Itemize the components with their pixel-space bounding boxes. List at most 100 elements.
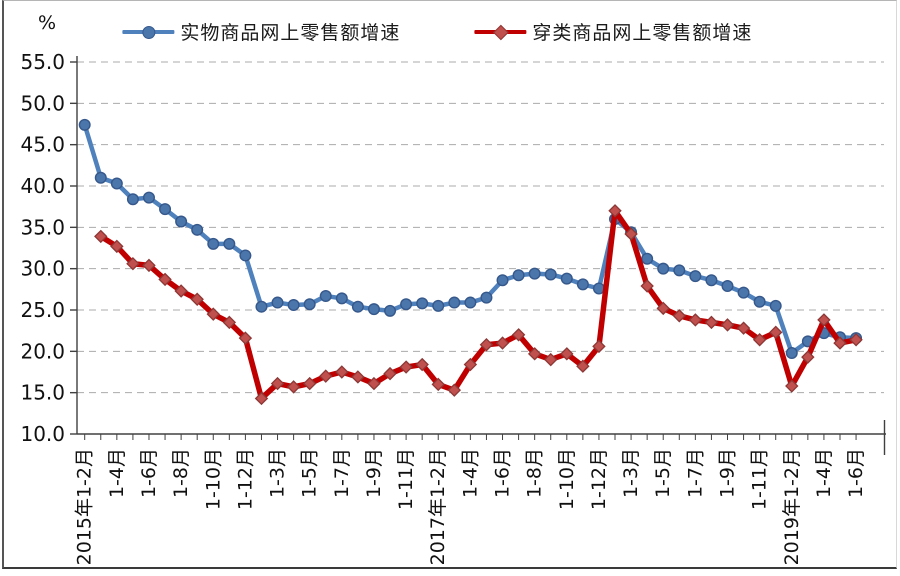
y-axis-tick-label: 50.0 — [20, 91, 65, 115]
data-point-marker — [367, 376, 381, 391]
data-point-marker — [319, 289, 332, 302]
y-axis-tick-label: 40.0 — [20, 174, 65, 198]
x-axis-tick-label: 2015年1-2月 — [74, 448, 96, 565]
x-axis-tick-label: 1-4月 — [813, 448, 835, 498]
data-point-marker — [190, 292, 204, 306]
data-point-marker — [159, 203, 172, 216]
y-axis-tick-label: 10.0 — [20, 422, 65, 446]
data-point-marker — [528, 267, 541, 280]
data-point-marker — [672, 309, 687, 323]
data-point-marker — [849, 333, 863, 347]
x-axis-tick-label: 1-6月 — [138, 448, 160, 498]
data-point-marker — [721, 280, 734, 293]
chart-legend: 实物商品网上零售额增速 穿类商品网上零售额增速 — [122, 18, 752, 45]
data-point-marker — [576, 278, 589, 291]
legend-line-sample — [474, 24, 527, 40]
x-axis-tick-label: 1-4月 — [459, 448, 481, 498]
data-point-marker — [416, 297, 429, 310]
data-point-marker — [656, 301, 670, 316]
data-point-marker — [110, 177, 123, 190]
x-axis-tick-label: 1-8月 — [524, 448, 546, 498]
y-axis-tick-label: 35.0 — [20, 215, 65, 239]
data-point-marker — [110, 239, 124, 254]
data-point-marker — [479, 338, 494, 352]
data-point-marker — [576, 359, 590, 373]
data-point-marker — [833, 336, 847, 350]
data-point-marker — [351, 300, 364, 313]
data-point-marker — [673, 264, 686, 277]
data-point-marker — [142, 191, 155, 204]
data-point-marker — [657, 262, 670, 275]
data-point-marker — [785, 346, 798, 359]
x-axis-tick-label: 2019年1-2月 — [781, 448, 803, 565]
x-axis-tick-label: 1-8月 — [170, 448, 192, 498]
data-point-marker — [383, 366, 397, 381]
data-point-marker — [704, 315, 719, 330]
data-point-marker — [688, 313, 703, 327]
legend-label: 实物商品网上零售额增速 — [180, 22, 401, 44]
data-point-marker — [640, 279, 654, 293]
data-point-marker — [496, 274, 509, 287]
data-point-marker — [705, 274, 718, 287]
x-axis-tick-label: 1-11月 — [749, 448, 771, 510]
data-point-marker — [511, 328, 526, 342]
legend-label: 穿类商品网上零售额增速 — [532, 22, 753, 44]
data-point-marker — [608, 204, 622, 218]
data-point-marker — [126, 256, 140, 271]
x-axis-tick-label: 1-6月 — [845, 448, 867, 498]
data-point-marker — [752, 333, 767, 347]
x-axis-tick-label: 1-3月 — [267, 448, 289, 498]
data-point-marker — [302, 376, 317, 391]
data-point-marker — [560, 272, 573, 285]
x-axis-tick-label: 1-7月 — [684, 448, 706, 498]
data-point-marker — [222, 315, 237, 330]
y-axis-tick-label: 30.0 — [20, 257, 65, 281]
data-point-marker — [255, 300, 268, 313]
data-point-marker — [512, 269, 525, 282]
data-point-marker — [254, 391, 269, 406]
x-axis-tick-label: 2017年1-2月 — [427, 448, 449, 565]
data-point-marker — [432, 299, 445, 312]
data-point-marker — [384, 304, 397, 317]
data-point-marker — [351, 370, 365, 384]
data-point-marker — [769, 299, 782, 312]
data-point-marker — [463, 357, 478, 372]
data-point-marker — [335, 365, 349, 379]
data-point-marker — [464, 296, 477, 309]
y-axis-unit-label: % — [38, 12, 57, 34]
data-point-marker — [158, 272, 172, 287]
data-point-marker — [367, 303, 380, 316]
data-point-marker — [286, 380, 301, 394]
data-point-marker — [431, 377, 445, 392]
x-axis-tick-label: 1-5月 — [299, 448, 321, 498]
data-point-marker — [335, 292, 348, 305]
legend-line-sample — [122, 25, 175, 39]
data-point-marker — [191, 223, 204, 236]
data-point-marker — [174, 284, 188, 298]
y-axis-tick-label: 55.0 — [20, 50, 65, 74]
data-point-marker — [94, 229, 108, 244]
legend-item: 穿类商品网上零售额增速 — [474, 18, 752, 45]
data-point-marker — [768, 325, 783, 340]
data-point-marker — [495, 336, 510, 350]
data-point-marker — [239, 249, 252, 262]
x-axis-tick-label: 1-11月 — [395, 448, 417, 510]
data-point-marker — [175, 215, 188, 228]
legend-circle-marker-icon — [142, 25, 156, 39]
data-point-marker — [720, 318, 735, 332]
data-point-marker — [287, 299, 300, 312]
x-axis-tick-label: 1-12月 — [234, 448, 256, 510]
data-point-marker — [303, 298, 316, 311]
data-point-marker — [319, 369, 333, 383]
x-axis-tick-label: 1-3月 — [620, 448, 642, 498]
data-point-marker — [447, 383, 462, 397]
data-point-marker — [801, 350, 815, 364]
data-point-marker — [624, 227, 638, 241]
data-point-marker — [400, 298, 413, 311]
data-point-marker — [753, 295, 766, 308]
data-point-marker — [817, 313, 831, 327]
x-axis-tick-label: 1-6月 — [492, 448, 514, 498]
data-point-marker — [544, 352, 558, 367]
x-axis-tick-label: 1-5月 — [652, 448, 674, 498]
